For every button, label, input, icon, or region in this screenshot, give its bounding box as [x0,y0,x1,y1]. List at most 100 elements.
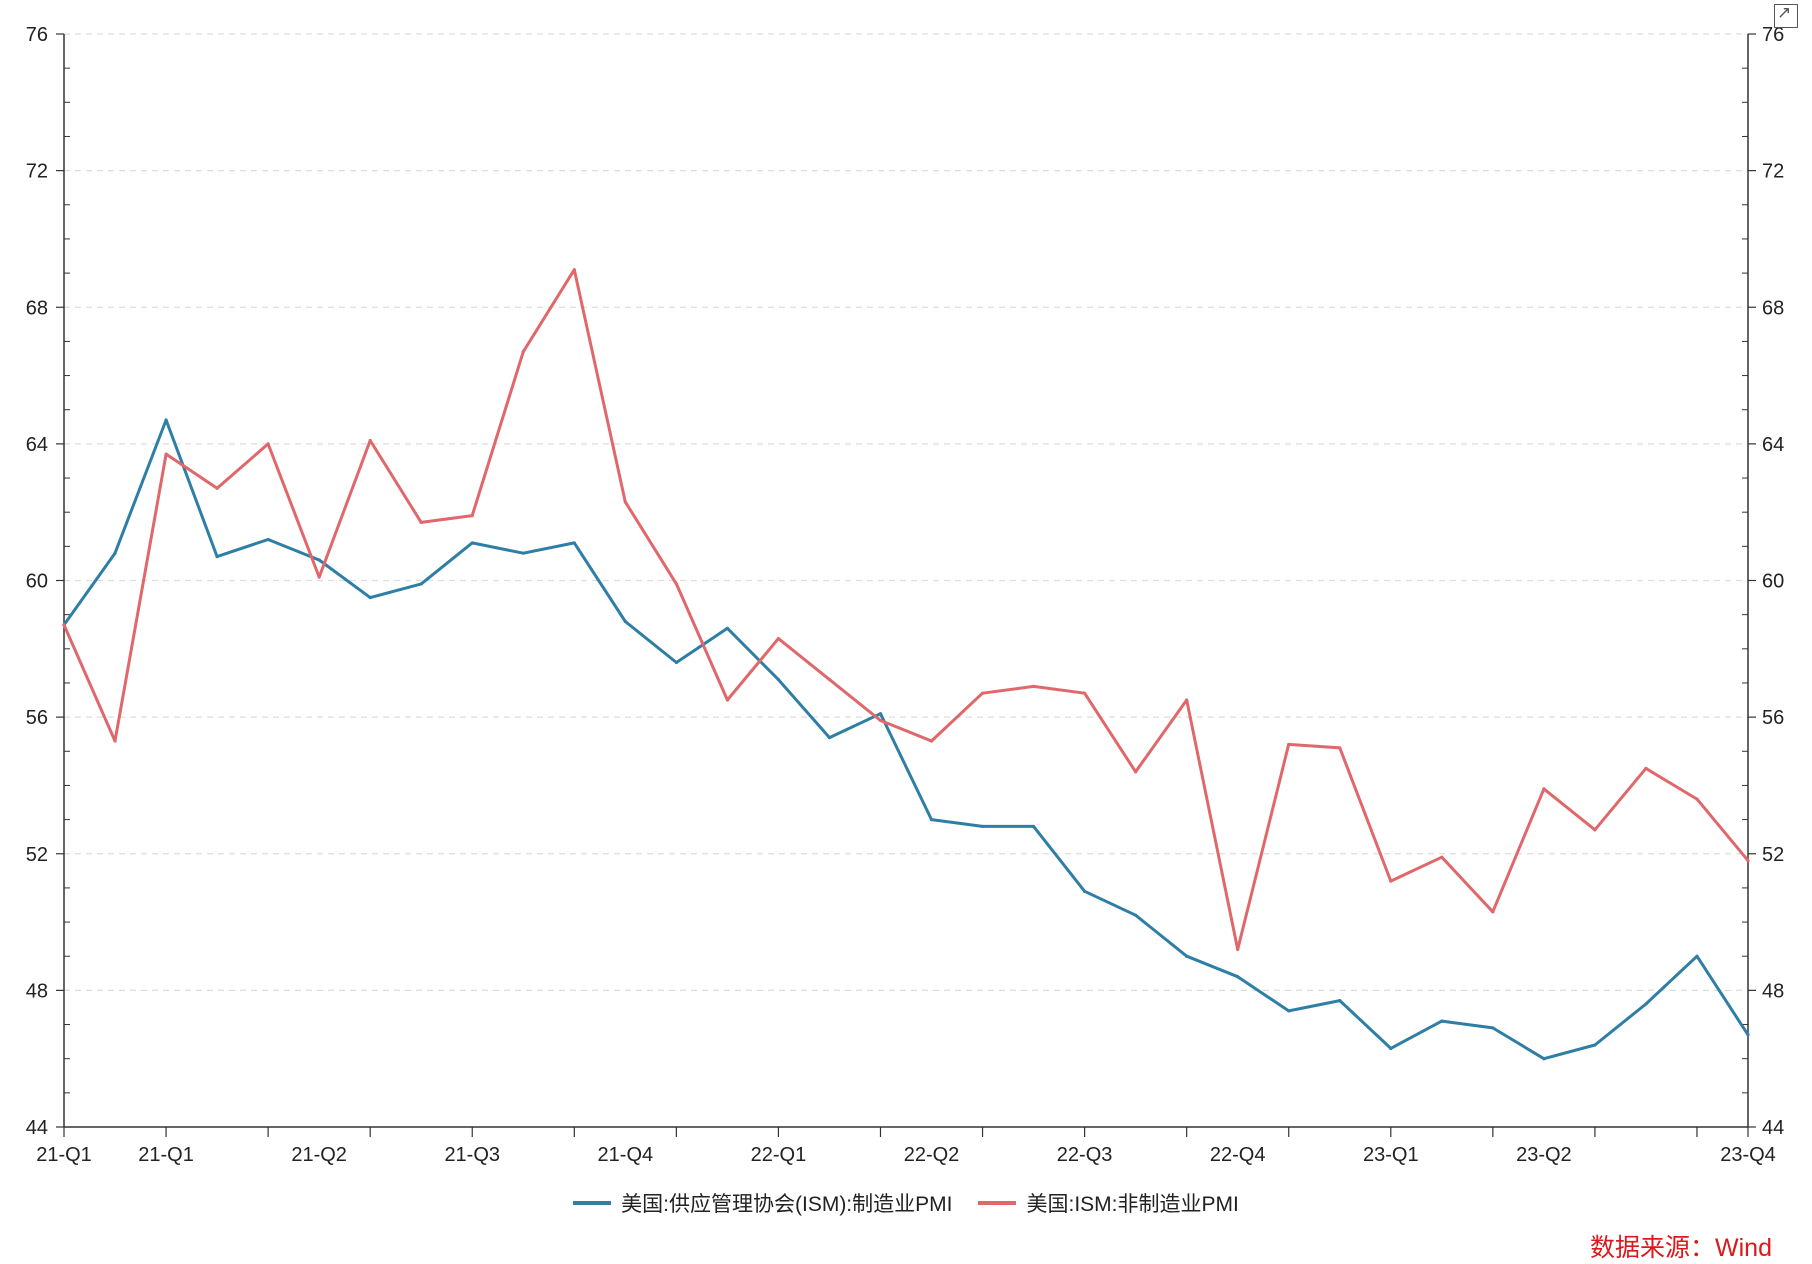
data-point [674,660,678,665]
data-point [1185,954,1189,958]
y-tick-label-right: 64 [1762,434,1784,456]
x-tick-label: 22-Q4 [1210,1144,1266,1166]
y-tick-label-right: 56 [1762,707,1784,729]
y-axis-right-labels: 44 48 52 56 60 64 68 72 76 [1762,24,1784,1139]
data-point [1287,742,1291,747]
y-tick-label-left: 56 [26,707,48,729]
grid-lines [64,33,1748,991]
y-tick-label-left: 64 [26,434,48,456]
data-point [878,718,883,723]
data-point [1083,691,1087,695]
data-point [62,623,66,627]
legend-swatch-manufacturing [573,1201,612,1205]
data-point [368,438,372,443]
data-point [1134,770,1138,774]
y-tick-label-right: 76 [1762,24,1784,46]
axes [56,33,1756,1137]
data-point [1134,913,1138,917]
expand-icon[interactable] [1774,3,1798,28]
data-point [419,582,423,586]
data-point [1542,1057,1546,1061]
data-point [1287,1009,1291,1013]
data-point [1236,975,1240,979]
data-point [1185,698,1189,702]
data-point [1389,879,1393,883]
data-point [1695,954,1699,958]
data-point [980,824,985,829]
data-point [1389,1046,1393,1051]
data-point [572,268,576,272]
data-point [1542,787,1546,791]
data-point [827,677,832,682]
data-point [827,736,832,740]
data-point [1644,1002,1648,1006]
data-point [1338,746,1342,750]
y-tick-label-right: 48 [1762,980,1784,1002]
data-point [113,551,117,555]
y-tick-label-right: 72 [1762,161,1784,183]
x-tick-label: 23-Q1 [1363,1144,1419,1166]
data-point [572,541,576,545]
legend-label-manufacturing: 美国:供应管理协会(ISM):制造业PMI [621,1193,953,1216]
legend-item-manufacturing[interactable]: 美国:供应管理协会(ISM):制造业PMI [573,1188,952,1218]
data-point [1236,947,1240,951]
y-tick-label-left: 48 [26,980,48,1002]
data-point [164,452,168,456]
data-point [215,554,219,559]
x-tick-label: 22-Q2 [904,1144,960,1166]
series-line-manufacturing [62,418,1750,1061]
x-axis-labels: 21-Q1 21-Q1 21-Q2 21-Q3 21-Q4 22-Q1 22-Q2 22-Q3… [36,1144,1776,1166]
data-point [1593,1043,1597,1047]
data-point [266,442,270,446]
y-tick-label-right: 68 [1762,297,1784,319]
data-point [521,551,525,555]
x-tick-label: 23-Q2 [1516,1144,1572,1166]
y-tick-label-left: 68 [26,297,48,319]
source-note: 数据来源：Wind [1590,1234,1772,1262]
data-point [1031,824,1036,829]
x-tick-label: 21-Q4 [598,1144,654,1166]
legend-label-non-manufacturing: 美国:ISM:非制造业PMI [1026,1193,1239,1216]
data-point [215,486,219,490]
data-point [368,595,372,600]
data-point [164,418,168,422]
data-point [470,514,474,518]
data-point [266,537,270,542]
y-tick-label-right: 60 [1762,571,1784,593]
x-tick-label: 22-Q3 [1057,1144,1113,1166]
data-point [878,712,883,716]
y-tick-label-right: 52 [1762,844,1784,866]
legend: 美国:供应管理协会(ISM):制造业PMI 美国:ISM:非制造业PMI [0,1188,1812,1218]
y-tick-label-right: 44 [1762,1117,1784,1139]
x-tick-label: 22-Q1 [751,1144,807,1166]
data-point [1338,999,1342,1003]
y-tick-label-left: 76 [26,24,48,46]
x-tick-label: 23-Q4 [1720,1144,1776,1166]
data-point [317,558,321,562]
data-point [419,520,423,525]
data-point [1491,910,1495,914]
legend-item-non-manufacturing[interactable]: 美国:ISM:非制造业PMI [978,1188,1239,1218]
data-point [1746,1033,1750,1037]
x-tick-label: 21-Q2 [291,1144,347,1166]
data-point [521,350,525,354]
data-point [1746,858,1750,863]
legend-swatch-non-manufacturing [978,1201,1017,1205]
data-point [725,626,729,630]
data-point [1440,1019,1444,1023]
y-axis-left-labels: 44 48 52 56 60 64 68 72 76 [26,24,48,1139]
data-point [1491,1026,1495,1030]
data-point [674,582,678,586]
data-point [623,500,627,504]
data-point [929,817,934,822]
y-tick-label-left: 72 [26,161,48,183]
data-point [1593,828,1597,832]
series-lines [62,268,1750,1061]
data-point [725,698,729,702]
x-tick-label: 21-Q3 [444,1144,500,1166]
data-point [470,541,474,545]
data-point [1644,766,1648,770]
y-tick-label-left: 60 [26,571,48,593]
y-tick-label-left: 52 [26,844,48,866]
